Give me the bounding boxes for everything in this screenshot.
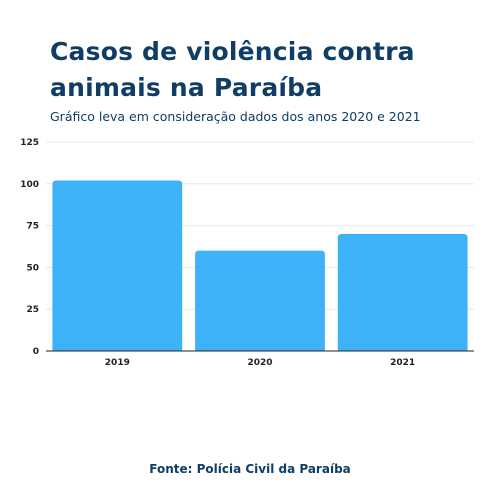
data-source: Fonte: Polícia Civil da Paraíba	[149, 462, 351, 476]
chart-subtitle: Gráfico leva em consideração dados dos a…	[50, 109, 421, 124]
bars	[52, 180, 468, 351]
y-tick-label: 125	[20, 138, 39, 148]
bar-2019	[52, 180, 183, 351]
y-tick-label: 50	[26, 263, 39, 273]
axes: 0 25 50 75 100 125 2019 2020 2021	[20, 138, 474, 368]
bar-2021	[337, 233, 468, 351]
chart-title: Casos de violência contra animais na Par…	[50, 37, 415, 102]
y-tick-label: 75	[26, 222, 39, 232]
bar-2020	[195, 250, 325, 351]
x-tick-label: 2020	[247, 358, 272, 368]
y-tick-label: 0	[33, 347, 39, 357]
x-tick-label: 2021	[390, 358, 415, 368]
x-tick-label: 2019	[105, 358, 130, 368]
y-tick-label: 25	[26, 305, 39, 315]
y-tick-label: 100	[20, 180, 39, 190]
